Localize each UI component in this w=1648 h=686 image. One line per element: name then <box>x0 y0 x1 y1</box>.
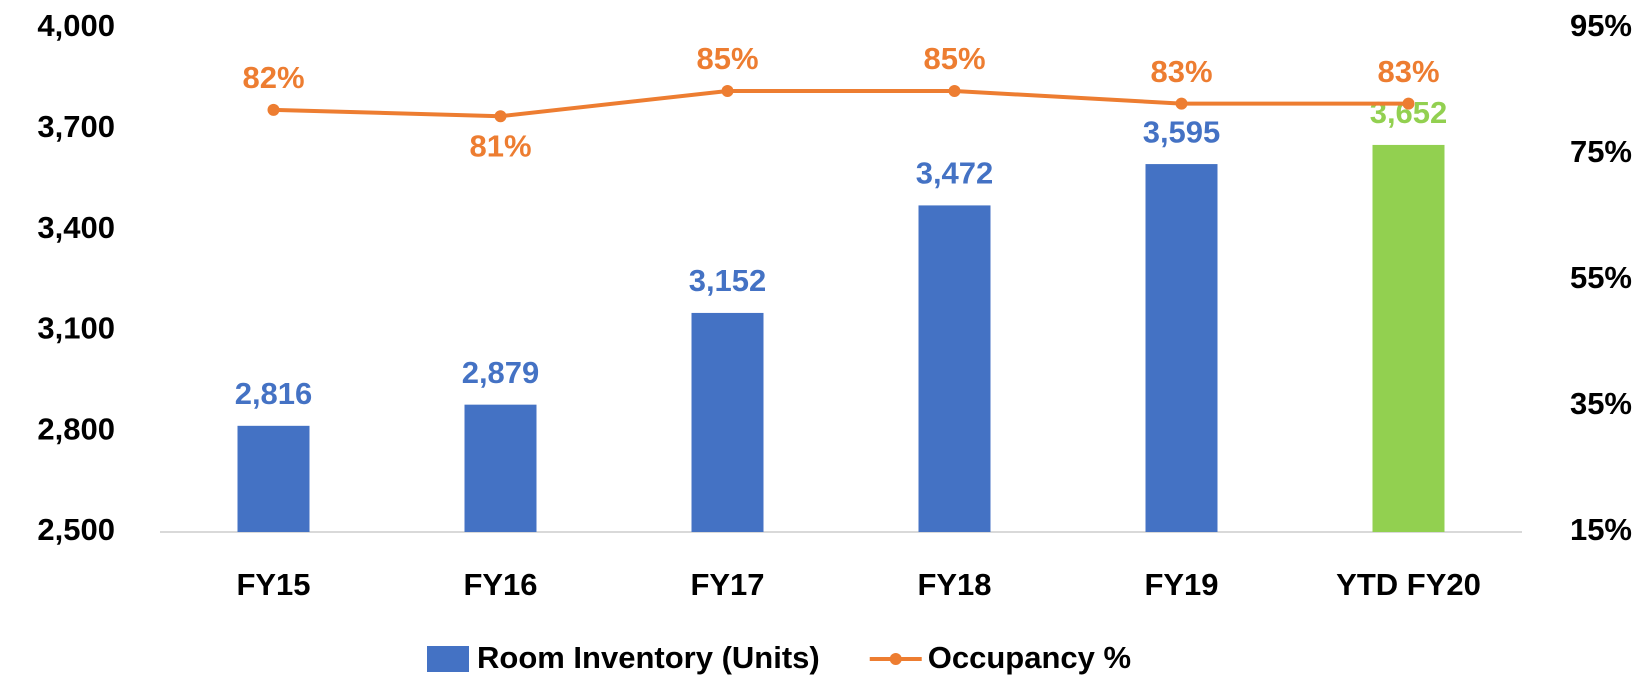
line-value-label: 85% <box>696 41 758 76</box>
line-marker <box>1402 97 1415 110</box>
y-tick-label: 3,700 <box>37 109 115 144</box>
line-value-label: 83% <box>1377 54 1439 89</box>
line-marker <box>721 85 734 97</box>
bar <box>1372 144 1445 533</box>
line-value-label: 82% <box>242 60 304 95</box>
bar-value-label: 2,879 <box>462 355 540 390</box>
y-tick-label: 4,000 <box>37 8 115 43</box>
bar <box>691 312 764 532</box>
bar-value-label: 2,816 <box>235 376 313 411</box>
line-value-label: 85% <box>923 41 985 76</box>
legend-swatch <box>889 653 902 665</box>
x-tick-label: YTD FY20 <box>1336 567 1481 602</box>
x-tick-label: FY15 <box>236 567 310 602</box>
y-tick-label: 3,100 <box>37 311 115 346</box>
x-tick-label: FY19 <box>1144 567 1218 602</box>
y-tick-label: 2,800 <box>37 411 115 446</box>
x-tick-label: FY18 <box>917 567 991 602</box>
line-marker <box>494 110 507 123</box>
y2-tick-label: 15% <box>1570 512 1632 547</box>
y2-tick-label: 75% <box>1570 134 1632 169</box>
x-tick-label: FY16 <box>463 567 537 602</box>
bar-value-label: 3,152 <box>689 263 767 298</box>
bar-value-label: 3,472 <box>916 156 994 191</box>
y-tick-label: 2,500 <box>37 512 115 547</box>
y2-tick-label: 55% <box>1570 260 1632 295</box>
y2-tick-label: 35% <box>1570 386 1632 421</box>
bar <box>918 205 991 532</box>
legend-label: Occupancy % <box>928 640 1131 675</box>
y-tick-label: 3,400 <box>37 210 115 245</box>
line <box>273 89 1409 119</box>
bar-value-label: 3,595 <box>1143 114 1221 149</box>
legend-swatch <box>427 646 469 672</box>
line-marker <box>948 85 961 97</box>
bar <box>237 425 310 532</box>
line-marker <box>267 103 280 116</box>
line-value-label: 83% <box>1150 54 1212 89</box>
bar <box>464 404 537 532</box>
bar <box>1145 164 1218 532</box>
line-value-label: 81% <box>469 128 531 163</box>
x-tick-label: FY17 <box>690 567 764 602</box>
line-marker <box>1175 97 1188 110</box>
legend-label: Room Inventory (Units) <box>477 640 820 675</box>
y2-tick-label: 95% <box>1570 8 1632 43</box>
